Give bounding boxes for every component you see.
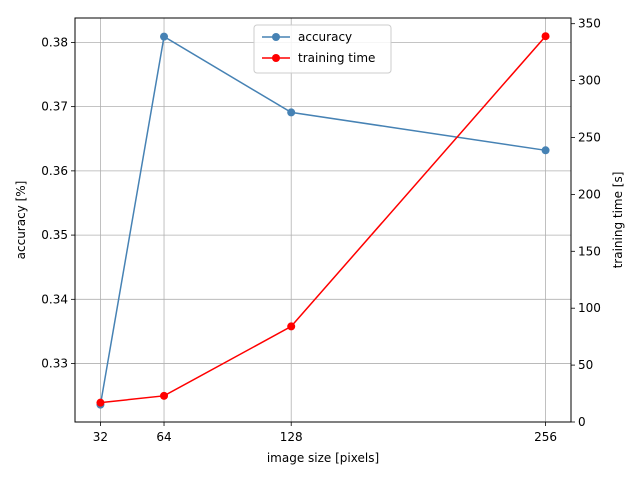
right-tick-label: 250 (578, 130, 601, 144)
right-tick-label: 100 (578, 301, 601, 315)
grid (75, 18, 571, 422)
legend-label: accuracy (298, 30, 352, 44)
right-tick-label: 350 (578, 17, 601, 31)
data-point (160, 32, 169, 41)
legend-item: training time (262, 51, 375, 65)
data-point (160, 391, 169, 400)
x-axis-ticks: 32 64 128 256 (93, 422, 557, 444)
plot-frame (74, 17, 572, 423)
left-tick-label: 0.33 (41, 357, 68, 371)
x-axis-label: image size [pixels] (267, 451, 379, 465)
left-tick-label: 0.34 (41, 292, 68, 306)
left-tick-label: 0.37 (41, 100, 68, 114)
series-line (99, 35, 546, 405)
left-tick-label: 0.38 (41, 35, 68, 49)
data-point (287, 108, 296, 117)
series-line (100, 35, 547, 404)
series-layer (96, 32, 550, 409)
right-tick-label: 50 (578, 358, 593, 372)
left-tick-label: 0.36 (41, 164, 68, 178)
x-tick-label: 256 (534, 430, 557, 444)
x-tick-label: 64 (156, 430, 171, 444)
legend-swatch-marker (272, 33, 280, 41)
right-axis-ticks: 0 50 100 150 200 250 300 350 (571, 17, 601, 429)
x-tick-label: 32 (93, 430, 108, 444)
data-point (541, 32, 550, 41)
legend-item: accuracy (262, 30, 352, 44)
right-axis-label: training time [s] (611, 172, 625, 269)
x-tick-label: 128 (280, 430, 303, 444)
series-training-time (96, 32, 550, 407)
data-point (541, 146, 550, 155)
right-tick-label: 200 (578, 187, 601, 201)
right-tick-label: 0 (578, 415, 586, 429)
left-axis-label: accuracy [%] (14, 181, 28, 260)
right-tick-label: 150 (578, 244, 601, 258)
data-point (287, 322, 296, 331)
legend-swatch-marker (272, 54, 280, 62)
right-tick-label: 300 (578, 74, 601, 88)
legend-label: training time (298, 51, 375, 65)
left-tick-label: 0.35 (41, 228, 68, 242)
data-point (96, 398, 105, 407)
legend: accuracy training time (253, 24, 392, 74)
left-axis-ticks: 0.33 0.34 0.35 0.36 0.37 0.38 (41, 35, 75, 371)
